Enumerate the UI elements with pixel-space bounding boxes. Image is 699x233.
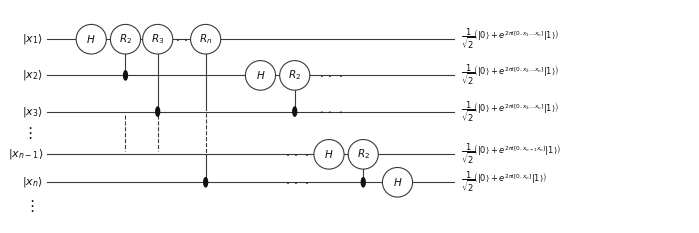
Ellipse shape	[245, 61, 275, 90]
Ellipse shape	[382, 168, 412, 197]
Text: $|x_n\rangle$: $|x_n\rangle$	[22, 175, 43, 189]
Text: $\vdots$: $\vdots$	[22, 125, 33, 141]
Text: $H$: $H$	[87, 33, 96, 45]
Ellipse shape	[110, 24, 140, 54]
Text: $\cdot\,\cdot\,\cdot$: $\cdot\,\cdot\,\cdot$	[284, 176, 309, 189]
Text: $\dfrac{1}{\sqrt{2}}\!\left(|0\rangle+e^{2\pi\mathrm{i}[0.x_{n-1}x_n]}|1\rangle\: $\dfrac{1}{\sqrt{2}}\!\left(|0\rangle+e^…	[461, 142, 561, 166]
Text: $\vdots$: $\vdots$	[24, 198, 35, 214]
Ellipse shape	[191, 24, 221, 54]
Text: $R_2$: $R_2$	[356, 147, 370, 161]
Text: $R_2$: $R_2$	[288, 69, 301, 82]
Text: $|x_1\rangle$: $|x_1\rangle$	[22, 32, 43, 46]
Ellipse shape	[314, 140, 344, 169]
Text: $|x_2\rangle$: $|x_2\rangle$	[22, 69, 43, 82]
Ellipse shape	[143, 24, 173, 54]
Text: $|x_3\rangle$: $|x_3\rangle$	[22, 105, 43, 119]
Text: $\cdot\,\cdot\,\cdot$: $\cdot\,\cdot\,\cdot$	[319, 69, 343, 82]
Text: $R_3$: $R_3$	[151, 32, 164, 46]
Ellipse shape	[76, 24, 106, 54]
Circle shape	[203, 178, 208, 187]
Text: $R_n$: $R_n$	[199, 32, 212, 46]
Circle shape	[156, 107, 159, 116]
Text: $\cdot\,\cdot$: $\cdot\,\cdot$	[175, 33, 188, 46]
Text: $R_2$: $R_2$	[119, 32, 132, 46]
Ellipse shape	[348, 140, 378, 169]
Text: $\dfrac{1}{\sqrt{2}}\!\left(|0\rangle+e^{2\pi\mathrm{i}[0.x_1\ldots x_n]}|1\rang: $\dfrac{1}{\sqrt{2}}\!\left(|0\rangle+e^…	[461, 27, 559, 51]
Text: $\dfrac{1}{\sqrt{2}}\!\left(|0\rangle+e^{2\pi\mathrm{i}[0.x_3\ldots x_n]}|1\rang: $\dfrac{1}{\sqrt{2}}\!\left(|0\rangle+e^…	[461, 99, 559, 124]
Circle shape	[361, 178, 365, 187]
Text: $|x_{n-1}\rangle$: $|x_{n-1}\rangle$	[8, 147, 43, 161]
Text: $H$: $H$	[393, 176, 402, 188]
Circle shape	[124, 71, 127, 80]
Circle shape	[293, 107, 296, 116]
Text: $\dfrac{1}{\sqrt{2}}\!\left(|0\rangle+e^{2\pi\mathrm{i}[0.x_2\ldots x_n]}|1\rang: $\dfrac{1}{\sqrt{2}}\!\left(|0\rangle+e^…	[461, 63, 559, 87]
Text: $\cdot\,\cdot\,\cdot$: $\cdot\,\cdot\,\cdot$	[284, 148, 309, 161]
Ellipse shape	[280, 61, 310, 90]
Text: $H$: $H$	[256, 69, 265, 81]
Text: $H$: $H$	[324, 148, 333, 160]
Text: $\dfrac{1}{\sqrt{2}}\!\left(|0\rangle+e^{2\pi\mathrm{i}[0.x_n]}|1\rangle\right)$: $\dfrac{1}{\sqrt{2}}\!\left(|0\rangle+e^…	[461, 170, 547, 194]
Text: $\cdot\,\cdot\,\cdot$: $\cdot\,\cdot\,\cdot$	[319, 105, 343, 118]
